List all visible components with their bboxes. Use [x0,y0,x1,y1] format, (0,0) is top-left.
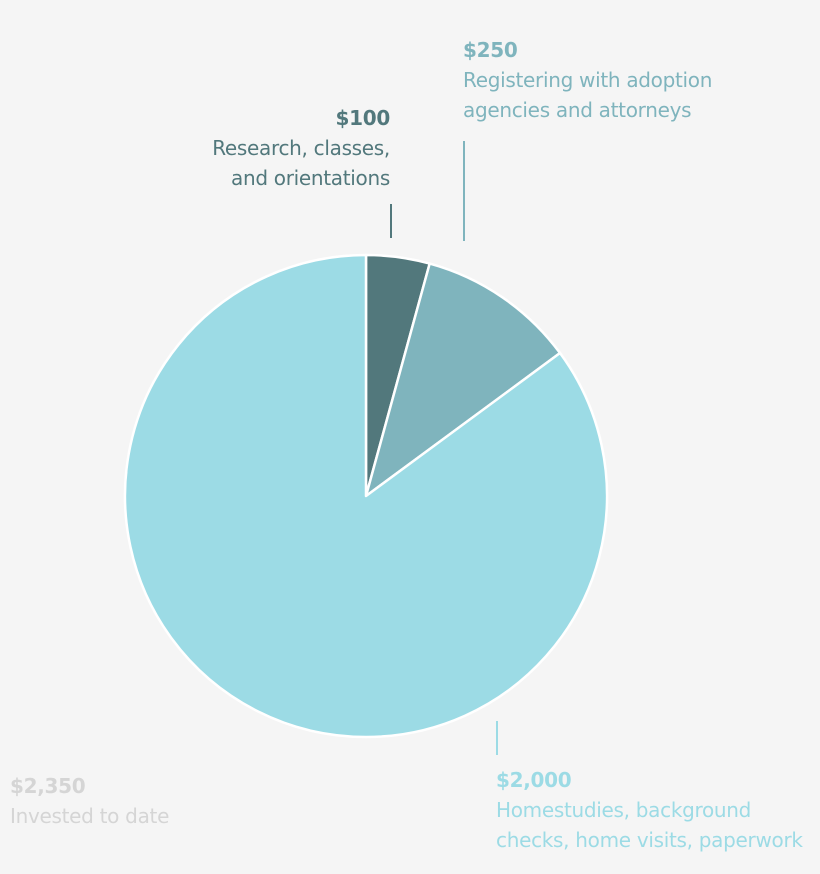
label-homestudies-desc-2: checks, home visits, paperwork [496,828,803,852]
label-research-desc-2: and orientations [230,166,390,190]
label-homestudies-amount: $2,000 [496,768,572,792]
label-registering-amount: $250 [463,38,518,62]
pie-slice-registering [364,262,562,498]
pie-slice-homestudies [123,253,609,739]
label-homestudies-desc-1: Homestudies, background [496,798,752,822]
label-homestudies: $2,000 Homestudies, background checks, h… [496,765,803,855]
label-research: $100 Research, classes, and orientations [212,103,390,193]
label-research-desc-1: Research, classes, [212,136,390,160]
leader-line-registering [463,141,465,241]
label-total: $2,350 Invested to date [10,771,169,831]
label-registering: $250 Registering with adoption agencies … [463,35,712,125]
leader-line-research [390,204,392,238]
leader-line-homestudies [496,721,498,755]
label-total-amount: $2,350 [10,774,86,798]
label-research-amount: $100 [335,106,391,130]
pie-slices [123,253,609,739]
label-registering-desc-1: Registering with adoption [463,68,713,92]
label-registering-desc-2: agencies and attorneys [463,98,692,122]
label-total-desc: Invested to date [10,804,170,828]
